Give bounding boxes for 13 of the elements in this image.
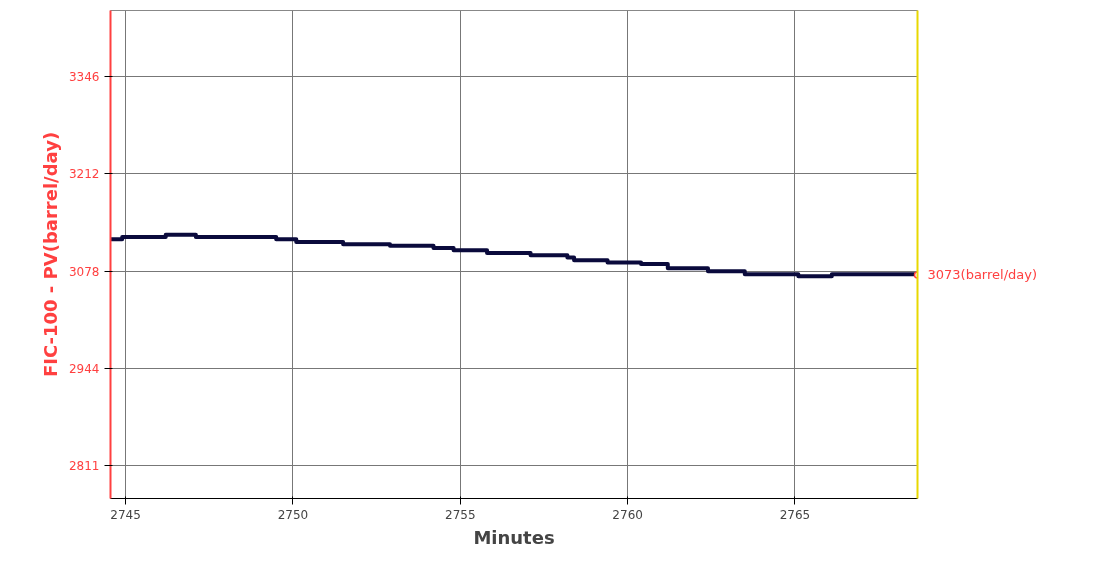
annotation: 3073(barrel/day) — [927, 267, 1038, 283]
x-tick-label: 2755 — [445, 507, 476, 522]
y-tick-label: 3346 — [68, 69, 100, 84]
x-tick-label: 2745 — [110, 507, 141, 522]
y-tick-label: 2944 — [68, 362, 100, 377]
y-axis-title: FIC-100 - PV(barrel/day) — [39, 131, 61, 378]
y-tick-label: 3212 — [68, 167, 100, 182]
x-tick-label: 2750 — [277, 507, 309, 522]
y-tick-label: 2811 — [68, 459, 100, 474]
x-tick-label: 2760 — [612, 507, 643, 522]
x-axis-title: Minutes — [473, 526, 555, 548]
y-tick-label: 3078 — [68, 264, 100, 279]
x-tick-label: 2765 — [779, 507, 811, 522]
